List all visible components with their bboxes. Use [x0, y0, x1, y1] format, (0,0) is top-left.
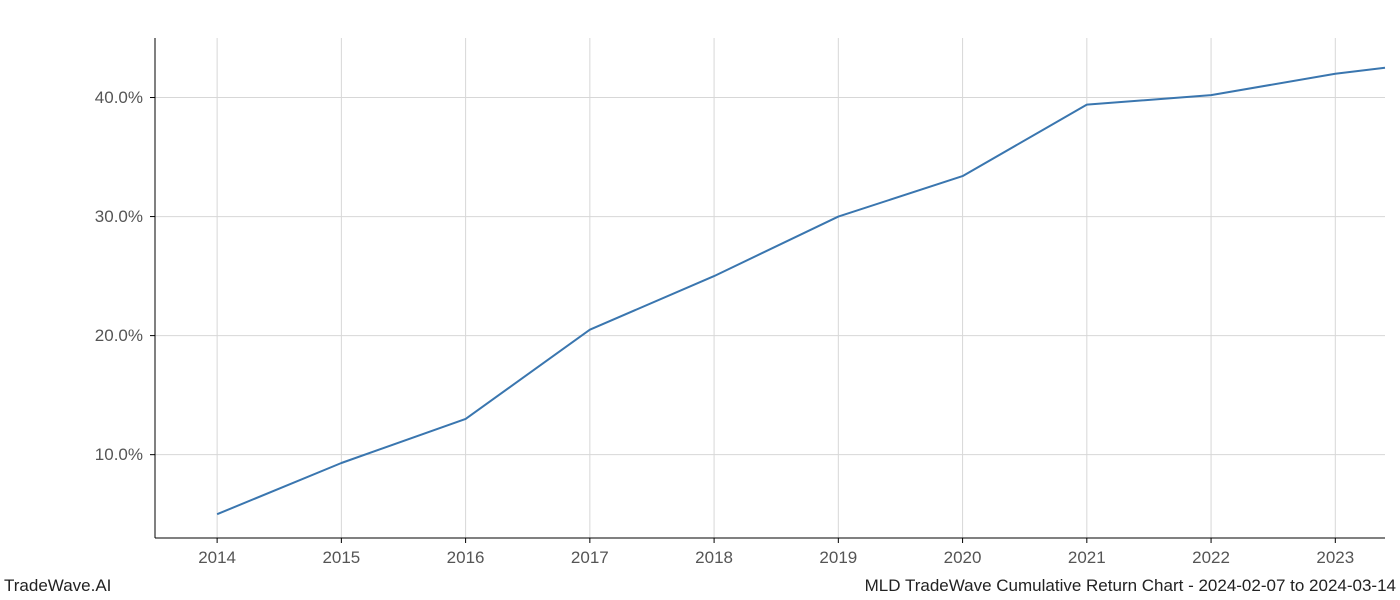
- x-tick-label: 2022: [1192, 548, 1230, 568]
- x-tick-label: 2023: [1316, 548, 1354, 568]
- x-tick-label: 2018: [695, 548, 733, 568]
- x-tick-label: 2014: [198, 548, 236, 568]
- x-tick-label: 2021: [1068, 548, 1106, 568]
- y-tick-label: 40.0%: [95, 88, 143, 108]
- x-tick-label: 2019: [819, 548, 857, 568]
- x-tick-label: 2020: [944, 548, 982, 568]
- line-series: [217, 68, 1385, 514]
- chart-svg: [155, 38, 1385, 538]
- footer-right-caption: MLD TradeWave Cumulative Return Chart - …: [865, 576, 1396, 596]
- x-tick-label: 2017: [571, 548, 609, 568]
- x-tick-label: 2016: [447, 548, 485, 568]
- x-tick-label: 2015: [322, 548, 360, 568]
- footer-left-branding: TradeWave.AI: [4, 576, 111, 596]
- y-tick-label: 30.0%: [95, 207, 143, 227]
- plot-area: [155, 38, 1385, 538]
- y-tick-label: 10.0%: [95, 445, 143, 465]
- chart-container: { "chart": { "type": "line", "background…: [0, 0, 1400, 600]
- y-tick-label: 20.0%: [95, 326, 143, 346]
